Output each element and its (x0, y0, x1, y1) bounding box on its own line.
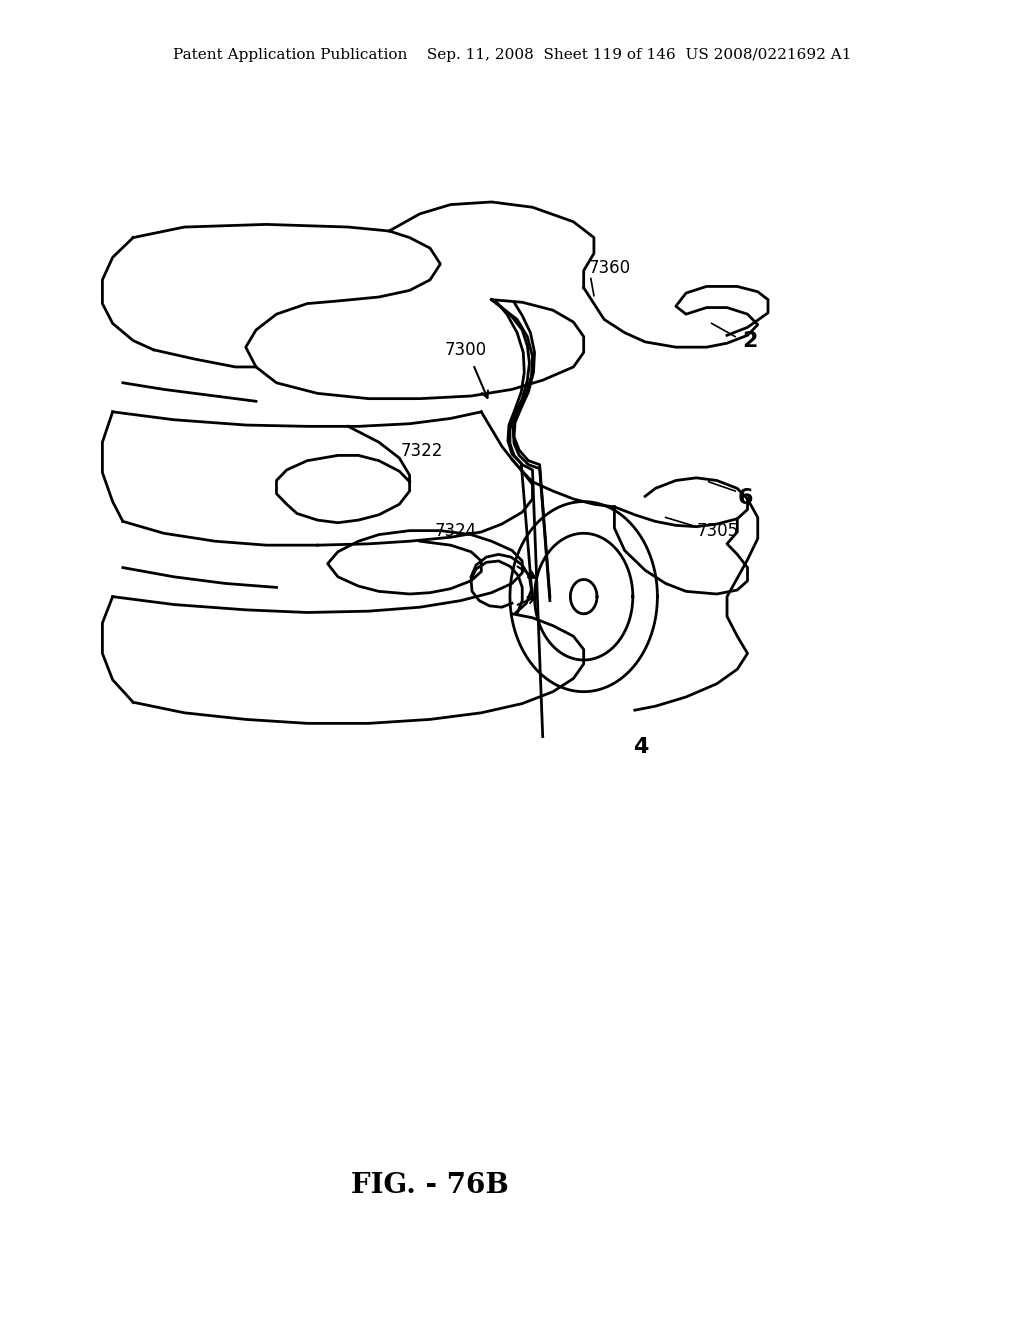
Text: 4: 4 (633, 737, 648, 758)
Text: 6: 6 (737, 487, 753, 508)
Text: 7322: 7322 (400, 442, 443, 461)
Text: Patent Application Publication    Sep. 11, 2008  Sheet 119 of 146  US 2008/02216: Patent Application Publication Sep. 11, … (173, 49, 851, 62)
Text: FIG. - 76B: FIG. - 76B (351, 1172, 509, 1199)
Text: 7305: 7305 (696, 521, 738, 540)
Text: 7324: 7324 (434, 521, 477, 540)
Text: 7300: 7300 (444, 341, 487, 359)
Text: 7360: 7360 (588, 259, 631, 277)
Text: 2: 2 (742, 330, 758, 351)
